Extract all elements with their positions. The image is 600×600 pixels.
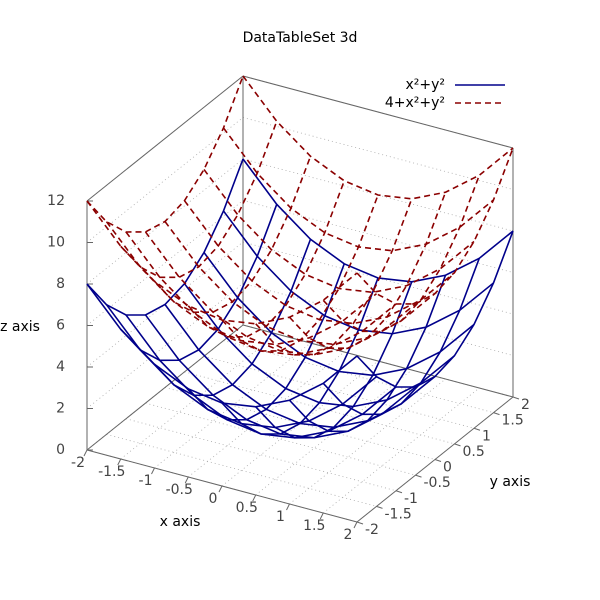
- y-tick: [395, 490, 403, 494]
- surface-line: [356, 147, 514, 305]
- box-edge: [86, 324, 244, 451]
- y-tick-label: -0.5: [424, 475, 451, 491]
- y-tick: [376, 505, 383, 509]
- surface-line: [242, 75, 514, 200]
- grid-line: [106, 433, 377, 507]
- x-tick-label: 1.5: [303, 518, 325, 534]
- grid-line: [242, 158, 514, 232]
- grid-line: [223, 340, 494, 414]
- x-tick: [252, 494, 257, 502]
- x-tick: [286, 503, 290, 511]
- surface-line: [322, 175, 480, 333]
- x-tick-label: -1: [139, 473, 153, 489]
- z-tick-label: 2: [56, 401, 65, 417]
- chart-title: DataTableSet 3d: [243, 30, 358, 46]
- box-edge: [242, 75, 514, 149]
- y-tick-label: -1: [404, 491, 418, 507]
- x-tick-label: -0.5: [166, 482, 193, 498]
- z-tick-label: 4: [56, 359, 65, 375]
- surface-line: [120, 204, 278, 362]
- grid-line: [242, 283, 514, 356]
- x-tick-label: 0.5: [236, 500, 258, 516]
- x-tick-label: -2: [71, 455, 85, 471]
- legend-label: 4+x²+y²: [385, 95, 445, 111]
- grid-line: [184, 371, 455, 445]
- surface-line: [120, 121, 278, 279]
- legend-label: x²+y²: [405, 77, 445, 93]
- surface-line: [105, 221, 378, 346]
- x-tick: [353, 521, 358, 529]
- z-tick-label: 0: [56, 442, 65, 458]
- x-tick-label: 0: [209, 491, 218, 507]
- surface-line: [322, 258, 480, 416]
- surface-line: [153, 155, 312, 314]
- x-tick: [83, 449, 88, 457]
- surface-line: [187, 263, 345, 421]
- grid-line: [203, 355, 475, 429]
- y-tick: [434, 459, 442, 462]
- y-tick: [493, 412, 500, 416]
- y-tick-label: 1.5: [502, 413, 524, 429]
- y-tick-label: 0.5: [463, 444, 485, 460]
- y-tick: [512, 396, 520, 400]
- grid-line: [145, 402, 416, 476]
- surface-line: [86, 158, 244, 316]
- z-tick-label: 6: [56, 318, 65, 334]
- grid-line: [242, 200, 514, 273]
- x-tick: [117, 458, 122, 466]
- y-tick-label: 1: [482, 428, 491, 444]
- y-tick: [454, 443, 461, 447]
- x-tick-label: 1: [276, 509, 285, 525]
- grid-line: [242, 241, 514, 315]
- surface-line: [187, 180, 345, 338]
- y-tick-label: 2: [521, 397, 530, 413]
- surface-line: [288, 191, 447, 350]
- y-tick-label: -2: [365, 522, 379, 538]
- y-tick: [356, 521, 364, 525]
- surface-line: [255, 198, 413, 356]
- surface-line: [221, 277, 379, 435]
- y-axis-label: y axis: [490, 474, 531, 490]
- surface-line: [221, 194, 379, 352]
- x-tick: [218, 485, 223, 493]
- box-edge: [86, 75, 244, 202]
- x-tick-label: -1.5: [98, 464, 125, 480]
- grid-line: [125, 418, 397, 492]
- box-edge: [242, 324, 514, 398]
- surface-line: [144, 231, 417, 356]
- z-tick-label: 10: [47, 235, 65, 251]
- y-tick: [473, 427, 481, 431]
- surface-line: [288, 274, 447, 433]
- surface-line: [356, 230, 514, 388]
- x-tick: [184, 476, 189, 484]
- x-axis-label: x axis: [160, 514, 201, 530]
- x-tick: [319, 512, 324, 520]
- grid-line: [164, 387, 436, 460]
- surface-line: [203, 169, 475, 294]
- y-tick: [415, 474, 422, 478]
- surface-line: [86, 75, 244, 233]
- grid-line: [242, 117, 514, 190]
- z-axis-label: z axis: [0, 319, 40, 335]
- z-tick-label: 12: [47, 193, 65, 209]
- y-tick-label: -1.5: [385, 506, 412, 522]
- y-tick-label: 0: [443, 460, 452, 476]
- z-tick-label: 8: [56, 276, 65, 292]
- surface-line: [255, 281, 413, 439]
- x-tick-label: 2: [344, 527, 353, 543]
- x-tick: [151, 467, 155, 475]
